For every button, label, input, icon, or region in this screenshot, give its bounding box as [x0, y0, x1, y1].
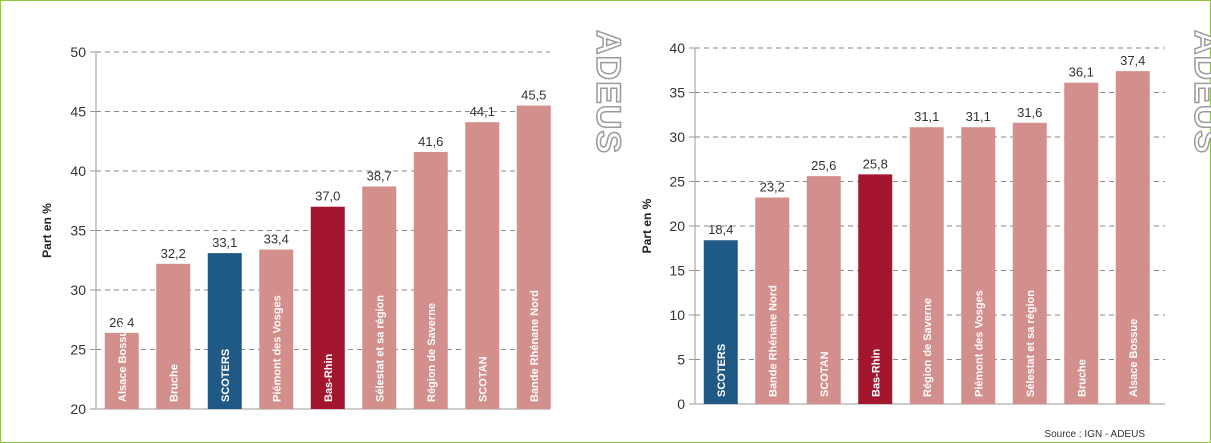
y-tick-label: 50	[70, 44, 86, 60]
brand-logo-text: ADEUS	[1187, 30, 1211, 154]
value-label: 44,1	[470, 104, 495, 119]
value-label: 26,4	[109, 315, 134, 330]
value-label: 37,0	[315, 189, 340, 204]
bar	[362, 186, 397, 409]
y-tick-label: 25	[669, 174, 685, 190]
bar	[858, 174, 893, 404]
category-label: Alsace Bossue	[1128, 319, 1140, 397]
category-label: Bande Rhénane Nord	[767, 285, 779, 397]
category-label: Bruche	[168, 364, 180, 402]
brand-logo-text: ADEUS	[589, 30, 627, 154]
bar	[961, 127, 996, 405]
bar	[806, 176, 841, 404]
bar	[1012, 122, 1047, 404]
value-label: 25,6	[811, 158, 836, 173]
y-tick-label: 0	[677, 396, 685, 412]
category-label: Bande Rhénane Nord	[529, 290, 541, 402]
y-tick-label: 20	[70, 401, 86, 417]
bar	[516, 105, 551, 410]
bar	[1115, 71, 1150, 404]
category-label: SCOTAN	[477, 356, 489, 402]
value-label: 45,5	[521, 88, 546, 103]
category-label: Bruche	[1076, 359, 1088, 397]
y-tick-label: 5	[677, 352, 685, 368]
y-tick-label: 25	[70, 342, 86, 358]
bar	[465, 122, 500, 410]
y-tick-label: 40	[669, 40, 685, 56]
value-label: 32,2	[161, 246, 186, 261]
value-label: 38,7	[367, 168, 392, 183]
bar	[207, 253, 242, 409]
y-tick-label: 10	[669, 307, 685, 323]
y-axis-label: Part en %	[40, 203, 54, 258]
value-label: 36,1	[1069, 65, 1094, 80]
y-tick-label: 15	[669, 263, 685, 279]
category-label: Piémont des Vosges	[271, 295, 283, 402]
y-tick-label: 30	[669, 129, 685, 145]
y-tick-label: 20	[669, 218, 685, 234]
value-label: 25,8	[863, 156, 888, 171]
value-label: 31,6	[1017, 105, 1042, 120]
value-label: 18,4	[708, 222, 733, 237]
y-tick-label: 35	[669, 85, 685, 101]
category-label: Région de Saverne	[426, 303, 438, 402]
source-note: Source : IGN - ADEUS	[1044, 429, 1145, 440]
bar	[413, 151, 448, 409]
value-label: 31,1	[966, 109, 991, 124]
bar	[259, 249, 294, 409]
y-axis-label: Part en %	[640, 198, 654, 253]
value-label: 23,2	[760, 180, 785, 195]
bar	[703, 240, 738, 404]
bar	[156, 263, 191, 409]
bar	[1064, 82, 1099, 405]
value-label: 33,4	[264, 232, 289, 247]
category-label: Région de Saverne	[922, 298, 934, 397]
bar	[755, 197, 790, 404]
category-label: SCOTERS	[220, 349, 232, 402]
category-label: Bas-Rhin	[870, 348, 882, 397]
bar-chart-2: 0 5 10 15 20 25 30 35 40 Part en % ADEUS 18,4 SCOTER…	[640, 29, 1211, 412]
y-tick-label: 35	[70, 223, 86, 239]
value-label: 37,4	[1120, 53, 1145, 68]
value-label: 33,1	[212, 235, 237, 250]
bar	[310, 206, 345, 409]
bar	[909, 127, 944, 405]
category-label: Sélestat et sa région	[1025, 290, 1037, 397]
value-label: 41,6	[418, 134, 443, 149]
category-label: Bas-Rhin	[323, 353, 335, 402]
y-tick-label: 30	[70, 282, 86, 298]
y-tick-label: 40	[70, 163, 86, 179]
bar	[104, 332, 139, 409]
value-label: 31,1	[914, 109, 939, 124]
category-label: SCOTAN	[819, 351, 831, 397]
category-label: SCOTERS	[716, 344, 728, 397]
category-label: Alsace Bossue	[117, 324, 129, 402]
category-label: Piémont des Vosges	[973, 290, 985, 397]
category-label: Sélestat et sa région	[374, 295, 386, 402]
y-tick-label: 45	[70, 104, 86, 120]
